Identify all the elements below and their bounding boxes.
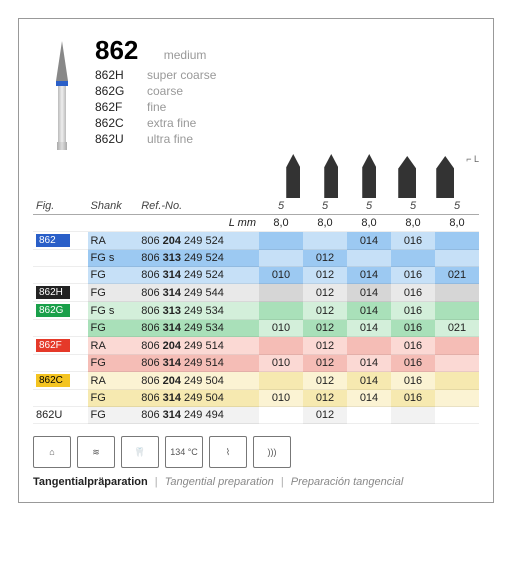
header-block: 862 medium 862Hsuper coarse862Gcoarse862… [33,35,479,150]
variant-code: 862H [95,68,147,82]
table-row: FG s806 313 249 524012 [33,250,479,267]
variant-code: 862G [95,84,147,98]
variant-desc: fine [147,100,166,114]
fig-badge: 862H [36,286,70,299]
bur-illustration [33,35,91,150]
variant-desc: ultra fine [147,132,193,146]
lmm-row: L mm 8,0 8,0 8,0 8,0 8,0 [33,215,479,232]
footer-bold: Tangentialpräparation [33,476,148,488]
table-row: FG806 314 249 504010012014016 [33,390,479,407]
catalog-card: 862 medium 862Hsuper coarse862Gcoarse862… [18,18,494,503]
footer-en: Tangential preparation [165,476,274,488]
table-row: 862UFG806 314 249 494012 [33,407,479,424]
table-row: 862HFG806 314 249 544012014016 [33,284,479,302]
variant-code: 862U [95,132,147,146]
fig-badge: 862C [36,374,70,387]
footer-es: Preparación tangencial [291,476,404,488]
col-ref: Ref.-No. [138,198,259,215]
info-icon: ⌂ [33,436,71,468]
variant-desc: coarse [147,84,183,98]
table-row: 862GFG s806 313 249 534012014016 [33,302,479,320]
main-grit: medium [164,48,207,62]
spec-table: Fig. Shank Ref.-No. 5 5 5 5 5 L mm 8,0 8… [33,198,479,424]
variant-desc: super coarse [147,68,216,82]
fig-badge: 862F [36,339,70,352]
table-row: FG806 314 249 524010012014016021 [33,267,479,284]
col-fig: Fig. [33,198,88,215]
info-icon: 134 °C [165,436,203,468]
variant-desc: extra fine [147,116,196,130]
info-icon: 🦷 [121,436,159,468]
fig-badge: 862 [36,234,70,247]
variant-code: 862F [95,100,147,114]
variant-code: 862C [95,116,147,130]
table-row: 862RA806 204 249 524014016 [33,232,479,250]
table-row: 862FRA806 204 249 514012016 [33,337,479,355]
table-row: FG806 314 249 514010012014016 [33,355,479,372]
footer: Tangentialpräparation | Tangential prepa… [33,476,479,488]
lmm-label: L mm [138,215,259,232]
tip-silhouettes: ⌐ L [33,154,479,198]
table-row: FG806 314 249 534010012014016021 [33,320,479,337]
main-code: 862 [95,35,138,66]
table-row: 862CRA806 204 249 504012014016 [33,372,479,390]
l-bracket: ⌐ L [466,154,479,164]
info-icon: ⌇ [209,436,247,468]
col-shank: Shank [88,198,139,215]
icon-row: ⌂≋🦷134 °C⌇))) [33,436,479,468]
fig-badge: 862G [36,304,70,317]
table-header-row: Fig. Shank Ref.-No. 5 5 5 5 5 [33,198,479,215]
info-icon: ))) [253,436,291,468]
info-icon: ≋ [77,436,115,468]
